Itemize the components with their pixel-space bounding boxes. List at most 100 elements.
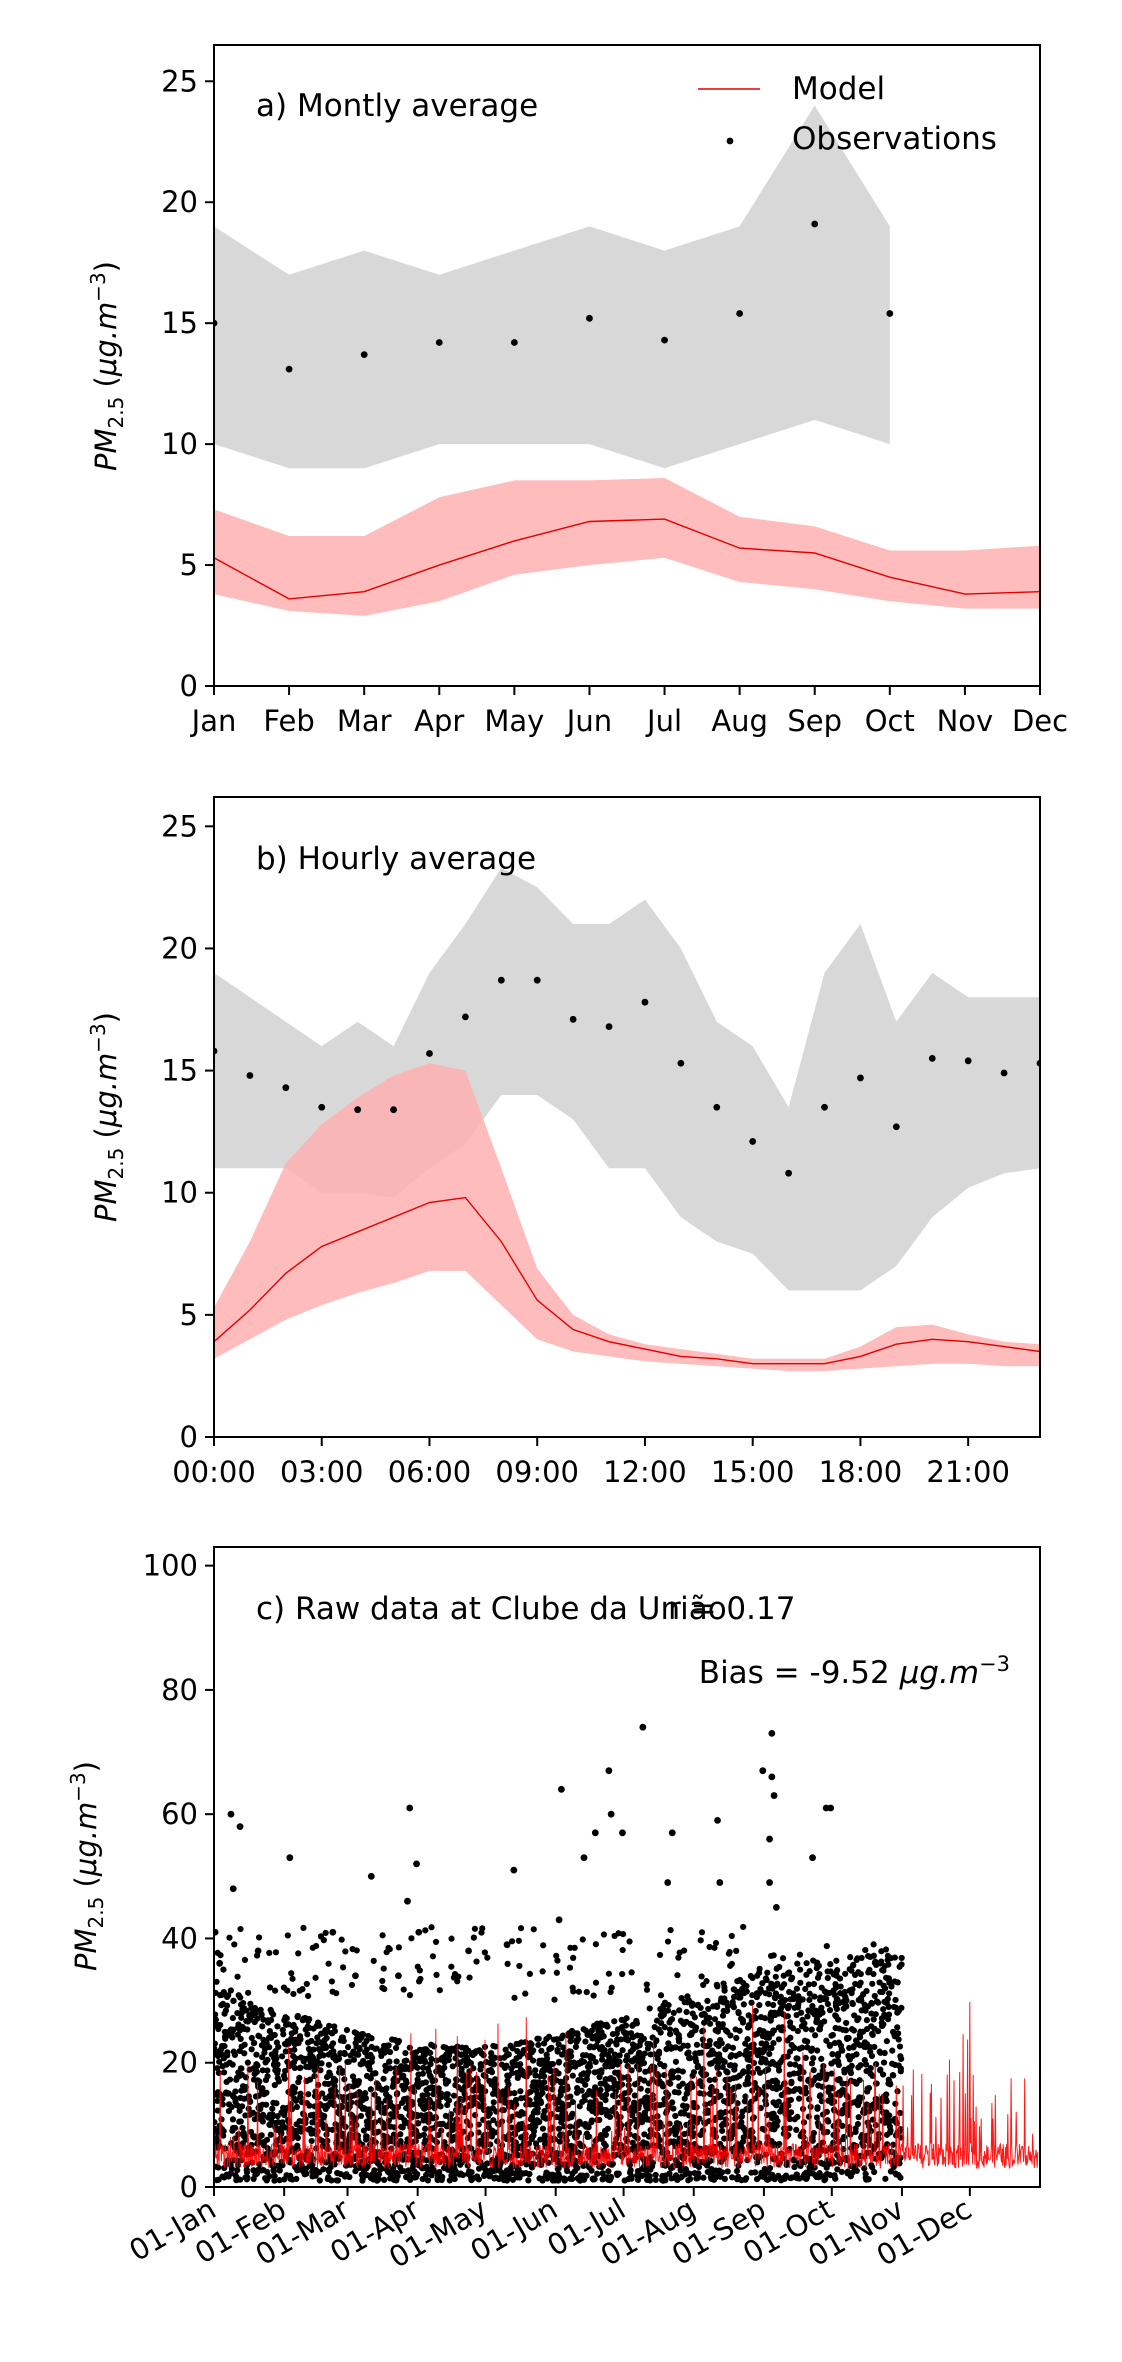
observation-point bbox=[883, 2038, 890, 2045]
observation-point bbox=[793, 2126, 800, 2133]
observation-point bbox=[423, 2171, 430, 2179]
observation-point bbox=[855, 2015, 862, 2022]
observation-point bbox=[633, 2020, 641, 2027]
observation-point bbox=[862, 1946, 869, 1954]
observation-point bbox=[217, 2022, 224, 2029]
panel-c-annotation: c) Raw data at Clube da União bbox=[256, 1591, 727, 1627]
observation-point bbox=[226, 1934, 233, 1941]
observation-point bbox=[395, 2037, 403, 2045]
observation-point bbox=[746, 2056, 753, 2064]
observation-point bbox=[254, 2062, 261, 2069]
y-tick-label: 15 bbox=[161, 1054, 198, 1088]
observation-point bbox=[402, 2049, 409, 2057]
observation-point bbox=[451, 2175, 458, 2183]
observation-point bbox=[220, 1966, 227, 1973]
observation-point bbox=[964, 1057, 972, 1065]
observation-point bbox=[805, 1981, 812, 1988]
observation-point bbox=[719, 2012, 727, 2019]
observation-point bbox=[884, 1995, 891, 2003]
observation-point bbox=[237, 1925, 244, 1933]
observation-point bbox=[332, 2088, 339, 2095]
observation-peak bbox=[395, 1972, 402, 1980]
observation-point bbox=[662, 2177, 669, 2184]
observation-point bbox=[724, 2069, 731, 2076]
observation-point bbox=[770, 2001, 777, 2009]
observation-point bbox=[422, 2137, 429, 2144]
observation-point bbox=[290, 1990, 297, 1998]
x-tick-label: Mar bbox=[337, 704, 392, 738]
observation-range-band bbox=[214, 105, 890, 469]
observation-point bbox=[875, 2028, 882, 2035]
observation-point bbox=[409, 2101, 416, 2108]
observation-point bbox=[602, 2091, 610, 2098]
observation-point bbox=[774, 1980, 781, 1987]
observation-point bbox=[691, 2014, 698, 2021]
observation-point bbox=[466, 1974, 473, 1981]
observation-point bbox=[750, 2059, 758, 2067]
x-tick-label: 15:00 bbox=[711, 1455, 795, 1489]
observation-point bbox=[735, 2083, 742, 2090]
observation-point bbox=[704, 1997, 711, 2004]
observation-point bbox=[817, 2092, 824, 2099]
observation-point bbox=[216, 2058, 223, 2065]
x-tick-label: Jan bbox=[190, 704, 237, 738]
observation-point bbox=[615, 2170, 622, 2177]
observation-point bbox=[646, 2177, 654, 2184]
observation-point bbox=[312, 1974, 319, 1981]
observation-peak bbox=[639, 1723, 647, 1731]
observation-point bbox=[282, 1084, 290, 1092]
observation-point bbox=[299, 1986, 306, 1993]
observation-point bbox=[328, 2177, 335, 2184]
observation-point bbox=[818, 2055, 825, 2063]
observation-point bbox=[714, 2064, 721, 2072]
observation-point bbox=[335, 2055, 342, 2063]
observation-point bbox=[847, 2069, 855, 2077]
observation-point bbox=[232, 2088, 239, 2095]
observation-point bbox=[711, 1944, 718, 1951]
observation-point bbox=[310, 2046, 317, 2053]
observation-point bbox=[677, 1059, 685, 1067]
observation-point bbox=[406, 1992, 414, 1999]
observation-point bbox=[764, 1969, 771, 1976]
observation-point bbox=[729, 2174, 736, 2181]
observation-peak bbox=[329, 1928, 337, 1936]
legend: Model Observations bbox=[698, 71, 997, 157]
observation-point bbox=[834, 1967, 841, 1974]
observation-point bbox=[545, 2159, 552, 2166]
observation-peak bbox=[229, 1885, 237, 1893]
observation-point bbox=[567, 2093, 574, 2100]
observation-point bbox=[741, 2098, 748, 2105]
observation-point bbox=[613, 2041, 620, 2048]
observation-point bbox=[828, 2070, 835, 2077]
observation-peak bbox=[580, 1854, 588, 1862]
observation-point bbox=[863, 1987, 870, 1995]
observation-point bbox=[898, 2055, 905, 2062]
observation-point bbox=[607, 2173, 615, 2181]
observation-point bbox=[427, 2061, 434, 2068]
observation-point bbox=[842, 2027, 850, 2034]
observation-point bbox=[892, 1123, 900, 1131]
observation-point bbox=[687, 2054, 694, 2062]
observation-point bbox=[259, 2118, 266, 2125]
observation-point bbox=[664, 2007, 672, 2014]
observation-point bbox=[649, 2159, 656, 2167]
observation-point bbox=[685, 2049, 692, 2056]
observation-point bbox=[775, 2067, 783, 2074]
observation-point bbox=[643, 2094, 650, 2101]
observation-point bbox=[586, 314, 593, 322]
panel-c-ylabel: PM2.5 (μg.m−3) bbox=[66, 1761, 108, 1971]
observation-point bbox=[585, 2124, 592, 2131]
observation-point bbox=[866, 2044, 874, 2051]
observation-point bbox=[488, 2133, 495, 2140]
observation-peak bbox=[254, 1947, 262, 1955]
observation-peak bbox=[214, 1928, 219, 1936]
observation-point bbox=[460, 2072, 467, 2079]
observation-point bbox=[390, 1106, 397, 1114]
observation-point bbox=[214, 2097, 221, 2105]
observation-point bbox=[791, 2163, 798, 2171]
observation-point bbox=[713, 1103, 721, 1111]
observation-point bbox=[619, 1970, 626, 1978]
observation-point bbox=[360, 351, 368, 359]
observation-point bbox=[582, 2038, 589, 2045]
observation-point bbox=[819, 2083, 826, 2090]
